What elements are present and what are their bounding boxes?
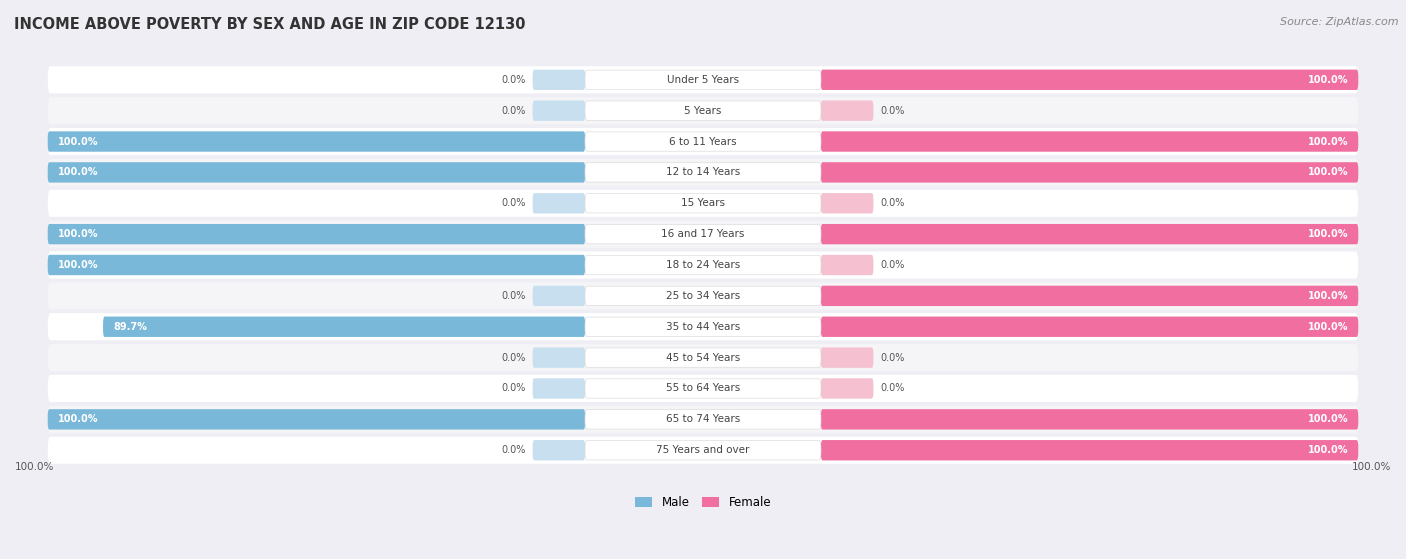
Text: 100.0%: 100.0% bbox=[1308, 75, 1348, 85]
Text: 0.0%: 0.0% bbox=[880, 383, 904, 394]
FancyBboxPatch shape bbox=[821, 409, 1358, 429]
Text: 65 to 74 Years: 65 to 74 Years bbox=[666, 414, 740, 424]
Text: 89.7%: 89.7% bbox=[112, 322, 146, 331]
Text: 100.0%: 100.0% bbox=[1308, 229, 1348, 239]
FancyBboxPatch shape bbox=[585, 286, 821, 306]
Text: 0.0%: 0.0% bbox=[502, 106, 526, 116]
FancyBboxPatch shape bbox=[585, 225, 821, 244]
FancyBboxPatch shape bbox=[533, 286, 585, 306]
FancyBboxPatch shape bbox=[821, 70, 1358, 90]
FancyBboxPatch shape bbox=[48, 409, 585, 429]
Text: 0.0%: 0.0% bbox=[880, 198, 904, 209]
FancyBboxPatch shape bbox=[821, 162, 1358, 183]
FancyBboxPatch shape bbox=[48, 131, 585, 151]
Text: 0.0%: 0.0% bbox=[502, 198, 526, 209]
FancyBboxPatch shape bbox=[48, 255, 585, 275]
FancyBboxPatch shape bbox=[821, 440, 1358, 461]
Text: 0.0%: 0.0% bbox=[502, 291, 526, 301]
Text: 6 to 11 Years: 6 to 11 Years bbox=[669, 136, 737, 146]
Text: 12 to 14 Years: 12 to 14 Years bbox=[666, 167, 740, 177]
Text: 0.0%: 0.0% bbox=[880, 353, 904, 363]
FancyBboxPatch shape bbox=[533, 440, 585, 461]
Text: 100.0%: 100.0% bbox=[58, 136, 98, 146]
FancyBboxPatch shape bbox=[103, 316, 585, 337]
FancyBboxPatch shape bbox=[48, 313, 1358, 340]
Text: 0.0%: 0.0% bbox=[502, 383, 526, 394]
FancyBboxPatch shape bbox=[48, 437, 1358, 464]
Text: 75 Years and over: 75 Years and over bbox=[657, 445, 749, 455]
FancyBboxPatch shape bbox=[48, 252, 1358, 278]
FancyBboxPatch shape bbox=[585, 379, 821, 398]
Text: INCOME ABOVE POVERTY BY SEX AND AGE IN ZIP CODE 12130: INCOME ABOVE POVERTY BY SEX AND AGE IN Z… bbox=[14, 17, 526, 32]
Text: 45 to 54 Years: 45 to 54 Years bbox=[666, 353, 740, 363]
Text: 5 Years: 5 Years bbox=[685, 106, 721, 116]
Text: 18 to 24 Years: 18 to 24 Years bbox=[666, 260, 740, 270]
FancyBboxPatch shape bbox=[821, 193, 873, 214]
FancyBboxPatch shape bbox=[585, 348, 821, 367]
FancyBboxPatch shape bbox=[821, 316, 1358, 337]
Text: 0.0%: 0.0% bbox=[880, 260, 904, 270]
FancyBboxPatch shape bbox=[48, 162, 585, 183]
Text: Under 5 Years: Under 5 Years bbox=[666, 75, 740, 85]
Text: 100.0%: 100.0% bbox=[58, 167, 98, 177]
Text: 55 to 64 Years: 55 to 64 Years bbox=[666, 383, 740, 394]
Text: 100.0%: 100.0% bbox=[1351, 462, 1391, 472]
FancyBboxPatch shape bbox=[585, 410, 821, 429]
FancyBboxPatch shape bbox=[821, 224, 1358, 244]
Text: Source: ZipAtlas.com: Source: ZipAtlas.com bbox=[1281, 17, 1399, 27]
Text: 100.0%: 100.0% bbox=[1308, 322, 1348, 331]
FancyBboxPatch shape bbox=[585, 317, 821, 337]
Text: 0.0%: 0.0% bbox=[502, 445, 526, 455]
Text: 100.0%: 100.0% bbox=[1308, 445, 1348, 455]
Text: 100.0%: 100.0% bbox=[1308, 414, 1348, 424]
FancyBboxPatch shape bbox=[533, 70, 585, 90]
FancyBboxPatch shape bbox=[585, 163, 821, 182]
Text: 0.0%: 0.0% bbox=[502, 353, 526, 363]
FancyBboxPatch shape bbox=[821, 348, 873, 368]
FancyBboxPatch shape bbox=[48, 97, 1358, 124]
FancyBboxPatch shape bbox=[821, 255, 873, 275]
FancyBboxPatch shape bbox=[48, 159, 1358, 186]
FancyBboxPatch shape bbox=[585, 132, 821, 151]
FancyBboxPatch shape bbox=[821, 378, 873, 399]
FancyBboxPatch shape bbox=[48, 224, 585, 244]
FancyBboxPatch shape bbox=[585, 193, 821, 213]
FancyBboxPatch shape bbox=[533, 348, 585, 368]
FancyBboxPatch shape bbox=[821, 286, 1358, 306]
Text: 0.0%: 0.0% bbox=[502, 75, 526, 85]
FancyBboxPatch shape bbox=[48, 221, 1358, 248]
Text: 100.0%: 100.0% bbox=[1308, 136, 1348, 146]
Text: 100.0%: 100.0% bbox=[1308, 167, 1348, 177]
FancyBboxPatch shape bbox=[48, 66, 1358, 93]
Text: 0.0%: 0.0% bbox=[880, 106, 904, 116]
Legend: Male, Female: Male, Female bbox=[630, 491, 776, 514]
FancyBboxPatch shape bbox=[533, 193, 585, 214]
Text: 15 Years: 15 Years bbox=[681, 198, 725, 209]
FancyBboxPatch shape bbox=[48, 190, 1358, 217]
FancyBboxPatch shape bbox=[585, 255, 821, 274]
FancyBboxPatch shape bbox=[533, 378, 585, 399]
FancyBboxPatch shape bbox=[585, 440, 821, 460]
FancyBboxPatch shape bbox=[533, 101, 585, 121]
FancyBboxPatch shape bbox=[48, 282, 1358, 310]
FancyBboxPatch shape bbox=[48, 128, 1358, 155]
Text: 25 to 34 Years: 25 to 34 Years bbox=[666, 291, 740, 301]
Text: 100.0%: 100.0% bbox=[15, 462, 55, 472]
FancyBboxPatch shape bbox=[821, 101, 873, 121]
FancyBboxPatch shape bbox=[48, 344, 1358, 371]
Text: 16 and 17 Years: 16 and 17 Years bbox=[661, 229, 745, 239]
FancyBboxPatch shape bbox=[48, 406, 1358, 433]
Text: 100.0%: 100.0% bbox=[58, 414, 98, 424]
FancyBboxPatch shape bbox=[585, 101, 821, 120]
FancyBboxPatch shape bbox=[821, 131, 1358, 151]
Text: 35 to 44 Years: 35 to 44 Years bbox=[666, 322, 740, 331]
Text: 100.0%: 100.0% bbox=[58, 229, 98, 239]
FancyBboxPatch shape bbox=[585, 70, 821, 89]
Text: 100.0%: 100.0% bbox=[1308, 291, 1348, 301]
FancyBboxPatch shape bbox=[48, 375, 1358, 402]
Text: 100.0%: 100.0% bbox=[58, 260, 98, 270]
